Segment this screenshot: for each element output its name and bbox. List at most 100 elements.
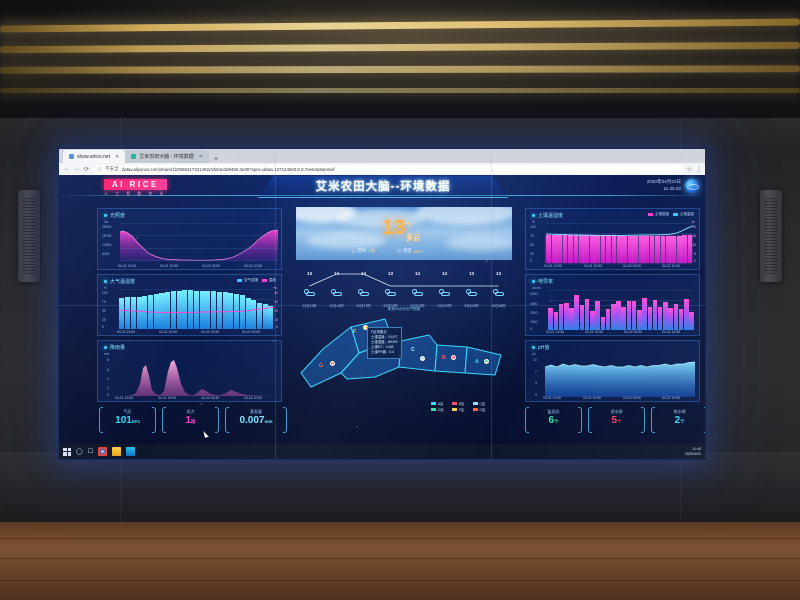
forecast-cell[interactable]: 22日17时: [350, 284, 377, 308]
bar: [663, 302, 668, 330]
map-legend: A区 B区 C区 D区 F区 G区: [431, 401, 486, 412]
ceiling-glow: [0, 0, 800, 118]
info-icon: ⓘ: [97, 166, 103, 173]
forecast-cell[interactable]: 23日05时: [458, 284, 485, 308]
chart-illuminance: [119, 223, 279, 261]
bar: [649, 235, 655, 263]
windows-taskbar: ◯ ☐ 11:40 2020/4/22: [59, 444, 705, 459]
windows-start-icon[interactable]: [63, 447, 71, 456]
forecast-cell[interactable]: 22日20时: [377, 284, 404, 308]
folder-icon[interactable]: [112, 447, 122, 456]
bar: [644, 235, 649, 263]
wall-lower-band: [0, 452, 800, 522]
bar: [610, 304, 616, 330]
bar: [633, 235, 639, 263]
y-tick: 3000: [530, 311, 538, 315]
zone-marker-B[interactable]: ●: [451, 355, 456, 360]
y-tick: 7: [535, 370, 537, 374]
axis-unit: ℃: [691, 220, 695, 224]
stat-number: 0.007: [239, 415, 265, 426]
forecast-cell[interactable]: 22日23时: [404, 284, 431, 308]
browser-tab-active[interactable]: show.airice.net ✕: [63, 150, 126, 163]
address-input[interactable]: ⓘ 不安全 datav.aliyuncs.com/share/1b3588417…: [93, 164, 683, 174]
x-tick: 04-21 13:50: [117, 330, 136, 334]
forecast-cell[interactable]: 23日08时: [485, 284, 512, 308]
forecast-cell[interactable]: 23日02时: [431, 284, 458, 308]
reload-icon[interactable]: ⟳: [84, 166, 90, 173]
x-tick: 04-21 20:50: [584, 264, 603, 268]
forecast-temp-cell: 13: [404, 262, 431, 280]
task-view-icon[interactable]: ☐: [87, 449, 94, 455]
zone-shape-C[interactable]: [398, 334, 438, 372]
bar: [574, 295, 579, 330]
map-legend-item: F区: [451, 407, 465, 412]
x-tick: 04-22 03:50: [624, 330, 643, 334]
partly-cloudy-icon: [385, 289, 396, 297]
browser-url-bar: ← → ⟳ ⓘ 不安全 datav.aliyuncs.com/share/1b3…: [59, 163, 705, 175]
x-tick: 04-21 13:50: [546, 330, 565, 334]
zone-marker-A[interactable]: ●: [484, 359, 489, 364]
stat-number: 5: [611, 415, 618, 426]
map-legend-item: G区: [472, 407, 486, 412]
x-tick: 04-21 13:50: [115, 396, 134, 400]
x-tick: 04-21 20:50: [583, 396, 602, 400]
taskbar-clock[interactable]: 11:40 2020/4/22: [685, 447, 703, 457]
zone-label-F: F: [353, 329, 357, 335]
browser-window: show.airice.net ✕ 艾米农田大脑 - 环境数据 ✕ + ← → …: [59, 149, 705, 175]
zone-marker-C[interactable]: ●: [420, 356, 425, 361]
edge-icon[interactable]: [126, 447, 136, 456]
logo-subtitle: 人 工 智 能 农 业: [104, 191, 167, 196]
menu-icon[interactable]: ⋮: [696, 166, 702, 173]
panel-title: 土壤温湿度: [532, 212, 563, 219]
x-tick: 04-22 03:50: [201, 330, 220, 334]
back-icon[interactable]: ←: [64, 166, 70, 172]
field-zones-shape: [300, 318, 502, 388]
new-tab-button[interactable]: +: [213, 156, 219, 163]
bar: [595, 300, 600, 330]
y-tick: 2: [107, 386, 109, 390]
y-tick: 6: [107, 368, 109, 372]
chrome-icon[interactable]: [98, 447, 108, 456]
forecast-cell[interactable]: 22日14时: [323, 284, 350, 308]
legend-label: 土壤温度: [679, 212, 694, 216]
bar: [684, 299, 689, 330]
bookmark-icon[interactable]: ☆: [686, 166, 692, 173]
axis-unit: ph: [532, 352, 536, 356]
stat-inlet-gates: 进水闸 5个: [588, 407, 645, 433]
zone-marker-G[interactable]: ●: [330, 361, 335, 366]
stat-value: 5个: [588, 415, 645, 426]
bar: [647, 307, 653, 330]
zone-shape-A[interactable]: [464, 346, 502, 376]
y2-tick: 10: [692, 243, 696, 247]
forecast-temp: 14: [360, 271, 367, 276]
stat-number: 1: [185, 415, 192, 426]
zone-label-A: A: [475, 359, 479, 365]
close-icon[interactable]: ✕: [115, 153, 120, 160]
temperature-unit: ℃: [405, 222, 411, 228]
partly-cloudy-icon: [412, 289, 423, 297]
bar: [689, 312, 694, 330]
y-tick: 4: [535, 381, 537, 385]
panel-conductivity: 电导率 us/cm 6000 4500 3000 1500 0 04-21 13…: [525, 274, 700, 336]
forecast-title: 未来24小时天气预报: [387, 307, 421, 311]
stat-label: 风力: [186, 409, 195, 414]
browser-tab-inactive[interactable]: 艾米农田大脑 - 环境数据 ✕: [125, 150, 209, 163]
forecast-cell[interactable]: 22日11时: [296, 284, 323, 308]
x-tick: 04-21 13:50: [543, 396, 562, 400]
forecast-temp: 13: [468, 271, 475, 276]
panel-title-text: 降雨量: [110, 345, 126, 351]
panel-title-text: 土壤温湿度: [538, 213, 564, 219]
forecast-temp-cell: 13: [485, 262, 512, 280]
x-tick: 04-22 03:50: [623, 396, 642, 400]
close-icon[interactable]: ✕: [198, 153, 203, 160]
search-icon[interactable]: ◯: [76, 449, 83, 455]
forward-icon[interactable]: →: [74, 166, 80, 172]
bar: [626, 301, 632, 330]
bar: [222, 292, 228, 329]
y-tick: 4: [107, 377, 109, 381]
bar: [553, 312, 559, 330]
tooltip-label: 土壤PH值: [371, 350, 386, 355]
wind-value: 1级: [368, 248, 376, 253]
tooltip-value: 89.6%: [387, 340, 398, 345]
x-tick: 04-22 10:50: [244, 396, 263, 400]
